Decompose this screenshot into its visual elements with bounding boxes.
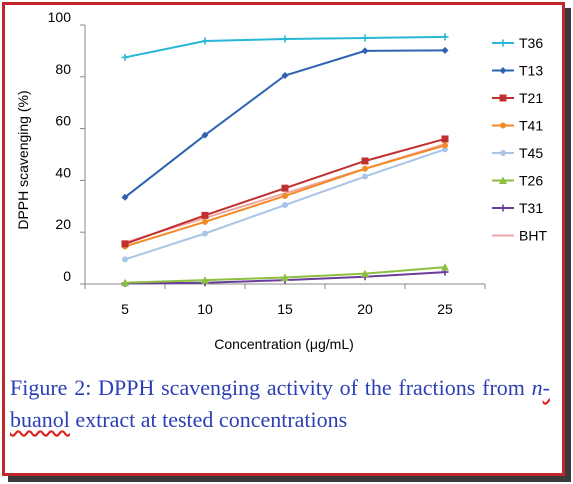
legend-marker-t21: [499, 94, 507, 102]
chart-series: [121, 33, 449, 287]
point-t41: [362, 165, 368, 172]
caption-italic-n: n: [531, 375, 543, 400]
y-tick-label: 80: [55, 61, 71, 77]
point-t21: [441, 135, 449, 143]
point-t13: [201, 131, 209, 139]
point-t21: [361, 157, 369, 165]
series-t45: [122, 146, 448, 263]
point-t45: [282, 202, 288, 209]
series-t26: [121, 263, 449, 287]
legend-item-bht: BHT: [492, 228, 547, 244]
legend-item-t31: T31: [492, 200, 543, 216]
legend-marker-t41: [500, 122, 506, 129]
point-t36: [361, 34, 369, 42]
legend-item-t21: T21: [492, 90, 543, 106]
y-tick-label: 20: [55, 216, 71, 232]
figure-caption: Figure 2: DPPH scavenging activity of th…: [10, 372, 550, 436]
x-tick-label: 20: [357, 301, 373, 317]
point-t21: [201, 211, 209, 219]
y-tick-label: 40: [55, 164, 71, 180]
point-t41: [202, 218, 208, 225]
x-tick-label: 25: [437, 301, 453, 317]
point-t26: [121, 278, 129, 287]
legend-item-t13: T13: [492, 63, 543, 79]
point-t45: [362, 173, 368, 180]
caption-suffix: extract at tested concentrations: [69, 407, 348, 432]
point-t36: [441, 33, 449, 41]
legend-marker-t13: [499, 67, 507, 74]
legend-label-t45: T45: [519, 145, 543, 161]
point-t13: [441, 46, 449, 54]
legend-label-bht: BHT: [519, 228, 547, 244]
point-t26: [441, 263, 449, 271]
legend-item-t26: T26: [492, 173, 543, 189]
point-t13: [281, 72, 289, 80]
point-t26: [281, 273, 289, 282]
legend-label-t26: T26: [519, 173, 543, 189]
point-t41: [442, 142, 448, 149]
caption-prefix: Figure 2: DPPH scavenging activity of th…: [10, 375, 532, 400]
point-t26: [201, 276, 209, 284]
chart-axes: 0 20 40 60 80 100 5 10 15 20 25: [48, 9, 486, 317]
point-t13: [361, 47, 369, 55]
y-tick-label: 60: [55, 113, 71, 129]
y-axis-title: DPPH scavenging (%): [15, 90, 31, 229]
figure-frame: [2, 2, 565, 476]
series-t41: [122, 142, 448, 250]
point-t45: [202, 230, 208, 237]
point-t36: [121, 53, 129, 61]
legend-marker-t36: [499, 39, 507, 47]
legend-marker-t45: [500, 150, 506, 156]
x-tick-label: 10: [197, 301, 213, 317]
legend-item-t45: T45: [492, 145, 543, 161]
point-t45: [122, 256, 128, 263]
series-t21: [121, 135, 449, 248]
legend-label-t31: T31: [519, 200, 543, 216]
point-t21: [121, 240, 129, 248]
legend-marker-t31: [499, 204, 507, 212]
y-tick-label: 0: [63, 268, 71, 284]
point-t21: [281, 184, 289, 192]
legend-item-t41: T41: [492, 118, 543, 134]
point-t36: [281, 35, 289, 43]
x-axis-title: Concentration (μg/mL): [214, 336, 354, 352]
series-t13: [121, 46, 449, 201]
line-chart: 0 20 40 60 80 100 5 10 15 20 25 T36 T13 T21 T41 T45 T26…: [15, 9, 547, 352]
legend-item-t36: T36: [492, 35, 543, 51]
y-tick-label: 100: [48, 9, 72, 25]
point-t13: [121, 193, 129, 201]
x-tick-label: 5: [121, 301, 129, 317]
series-t36: [121, 33, 449, 61]
legend-label-t13: T13: [519, 63, 543, 79]
legend-marker-t26: [499, 176, 507, 184]
point-t26: [361, 269, 369, 278]
legend-label-t41: T41: [519, 118, 543, 134]
point-t36: [201, 37, 209, 45]
x-tick-label: 15: [277, 301, 293, 317]
point-t41: [282, 192, 288, 199]
chart-legend: T36 T13 T21 T41 T45 T26 T31 BHT: [492, 35, 547, 244]
legend-label-t21: T21: [519, 90, 543, 106]
caption-underlined-word: -buanol: [10, 375, 550, 432]
legend-label-t36: T36: [519, 35, 543, 51]
